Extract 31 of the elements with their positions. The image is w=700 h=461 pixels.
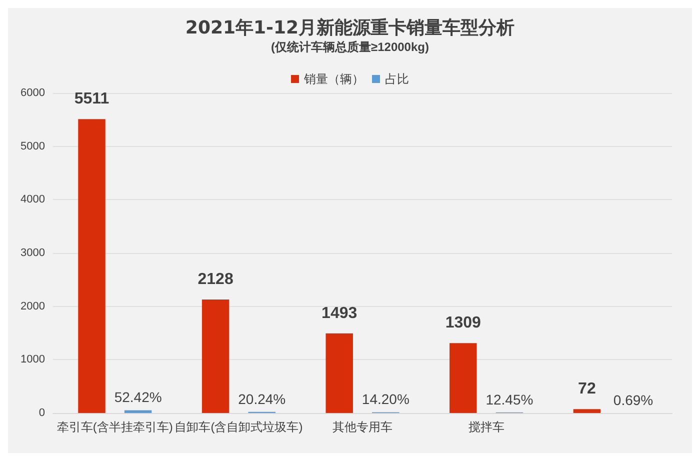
x-tick-label: 搅拌车 [468,420,504,434]
legend-label: 占比 [385,72,409,86]
x-tick-label: 自卸车(含自卸式垃圾车) [174,420,303,434]
y-tick-label: 4000 [20,194,45,206]
data-label: 12.45% [486,391,534,408]
data-label: 72 [578,380,596,398]
data-label: 1309 [445,314,482,332]
bar [124,410,152,413]
bar [450,343,477,413]
y-tick-label: 0 [38,407,45,419]
legend-label: 销量（辆） [303,72,364,86]
chart-title: 2021年1-12月新能源重卡销量车型分析 [185,18,515,38]
data-label: 2128 [198,271,234,288]
data-label: 5511 [74,90,110,108]
x-tick-label: 牵引车(含半挂牵引车) [56,420,173,434]
x-tick-label: 其他专用车 [332,420,392,434]
data-label: 20.24% [238,390,286,407]
y-tick-label: 6000 [20,87,45,99]
data-label: 1493 [322,304,358,322]
data-label: 14.20% [362,391,410,408]
bar [573,409,601,413]
bar [202,300,230,413]
data-label: 0.69% [613,392,654,408]
y-tick-label: 5000 [20,140,45,152]
bar [78,119,106,413]
chart-subtitle: (仅统计车辆总质量≥12000kg) [271,40,429,54]
y-tick-label: 3000 [20,247,45,259]
y-tick-label: 1000 [20,354,45,366]
data-label: 52.42% [114,389,162,406]
y-tick-label: 2000 [20,300,45,312]
bar [326,333,353,413]
